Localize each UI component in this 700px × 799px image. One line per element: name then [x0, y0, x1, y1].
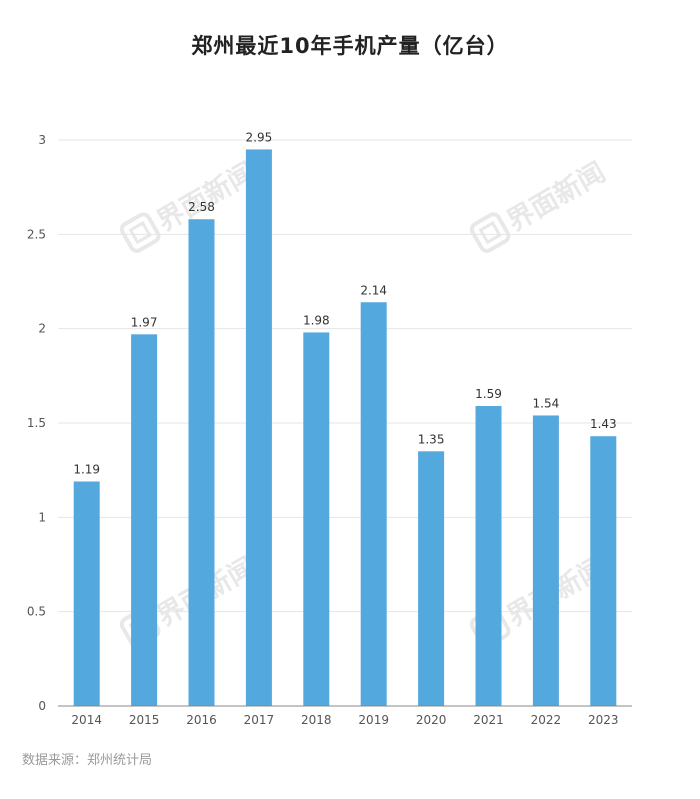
y-tick-label: 2.5 — [27, 227, 46, 241]
value-label-2017: 2.95 — [246, 130, 273, 144]
watermark-logo-icon — [119, 212, 161, 253]
x-tick-label-2016: 2016 — [186, 713, 217, 727]
bar-2021 — [475, 406, 502, 706]
value-label-2015: 1.97 — [131, 315, 158, 329]
bar-2015 — [131, 334, 158, 706]
value-label-2019: 2.14 — [360, 283, 387, 297]
data-source-note: 数据来源：郑州统计局 — [22, 753, 153, 768]
y-tick-label: 0 — [38, 699, 46, 713]
watermark-text: 界面新闻 — [501, 156, 611, 238]
value-labels: 1.19 1.97 2.58 2.95 1.98 2.14 1.35 1.59 1.54 1.43 — [73, 130, 616, 476]
value-label-2023: 1.43 — [590, 417, 617, 431]
x-tick-label-2022: 2022 — [531, 713, 562, 727]
value-label-2018: 1.98 — [303, 313, 330, 327]
x-tick-label-2018: 2018 — [301, 713, 332, 727]
x-tick-label-2020: 2020 — [416, 713, 447, 727]
watermark-logo-inner — [478, 221, 502, 245]
chart-title: 郑州最近10年手机产量（亿台） — [191, 34, 509, 58]
x-tick-label-2021: 2021 — [473, 713, 504, 727]
bar-2018 — [303, 332, 330, 706]
bar-2014 — [73, 481, 100, 706]
value-label-2021: 1.59 — [475, 387, 502, 401]
x-tick-label-2014: 2014 — [71, 713, 102, 727]
bars — [73, 149, 617, 707]
bar-2023 — [590, 436, 617, 706]
y-axis-ticks: 0 0.5 1 1.5 2 2.5 3 — [27, 133, 46, 713]
value-label-2014: 1.19 — [73, 462, 100, 476]
value-label-2020: 1.35 — [418, 432, 445, 446]
x-tick-label-2019: 2019 — [358, 713, 389, 727]
bar-2016 — [188, 219, 215, 707]
y-tick-label: 1.5 — [27, 416, 46, 430]
y-tick-label: 1 — [38, 510, 46, 524]
y-tick-label: 2 — [38, 322, 46, 336]
watermark-logo-icon — [469, 212, 511, 253]
bar-2022 — [532, 415, 559, 706]
value-label-2022: 1.54 — [533, 396, 560, 410]
y-tick-label: 0.5 — [27, 605, 46, 619]
x-tick-label-2017: 2017 — [244, 713, 275, 727]
x-axis-ticks: 2014 2015 2016 2017 2018 2019 2020 2021 2022 2023 — [71, 713, 618, 727]
y-tick-label: 3 — [38, 133, 46, 147]
bar-2017 — [245, 149, 272, 706]
value-label-2016: 2.58 — [188, 200, 215, 214]
x-tick-label-2023: 2023 — [588, 713, 619, 727]
bar-2019 — [360, 302, 387, 706]
bar-2020 — [418, 451, 445, 706]
x-tick-label-2015: 2015 — [129, 713, 160, 727]
watermark-logo-inner — [128, 221, 152, 245]
watermark: 界面新闻 — [469, 156, 611, 253]
